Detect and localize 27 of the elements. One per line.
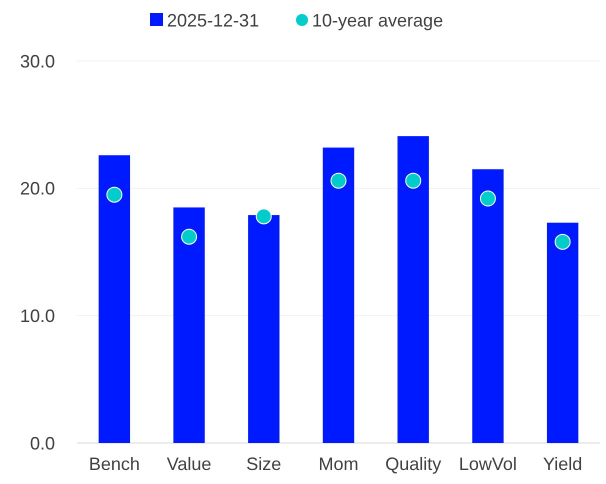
y-tick-label: 10.0 bbox=[20, 306, 55, 326]
point bbox=[554, 234, 571, 250]
point bbox=[106, 186, 122, 203]
bar bbox=[98, 155, 130, 443]
x-tick-label: Bench bbox=[88, 454, 140, 474]
x-tick-label: Yield bbox=[542, 454, 582, 474]
x-tick-label: Value bbox=[166, 454, 212, 474]
legend-label: 2025-12-31 bbox=[167, 10, 260, 30]
bar bbox=[546, 222, 578, 443]
point bbox=[480, 190, 496, 207]
y-tick-label: 0.0 bbox=[30, 433, 55, 454]
x-tick-label: Quality bbox=[385, 454, 442, 474]
bar bbox=[472, 169, 504, 443]
bar bbox=[173, 207, 205, 443]
bar bbox=[322, 148, 354, 443]
y-tick-label: 20.0 bbox=[20, 178, 55, 199]
point bbox=[181, 228, 198, 245]
x-tick-label: Size bbox=[246, 454, 282, 474]
point bbox=[405, 172, 422, 189]
bar bbox=[398, 136, 429, 443]
bar bbox=[248, 215, 280, 443]
x-tick-label: Mom bbox=[318, 454, 358, 474]
y-tick-label: 30.0 bbox=[20, 51, 55, 72]
point bbox=[330, 172, 346, 189]
point bbox=[256, 208, 272, 224]
x-tick-label: LowVol bbox=[458, 454, 517, 474]
legend-label: 10-year average bbox=[312, 10, 444, 30]
